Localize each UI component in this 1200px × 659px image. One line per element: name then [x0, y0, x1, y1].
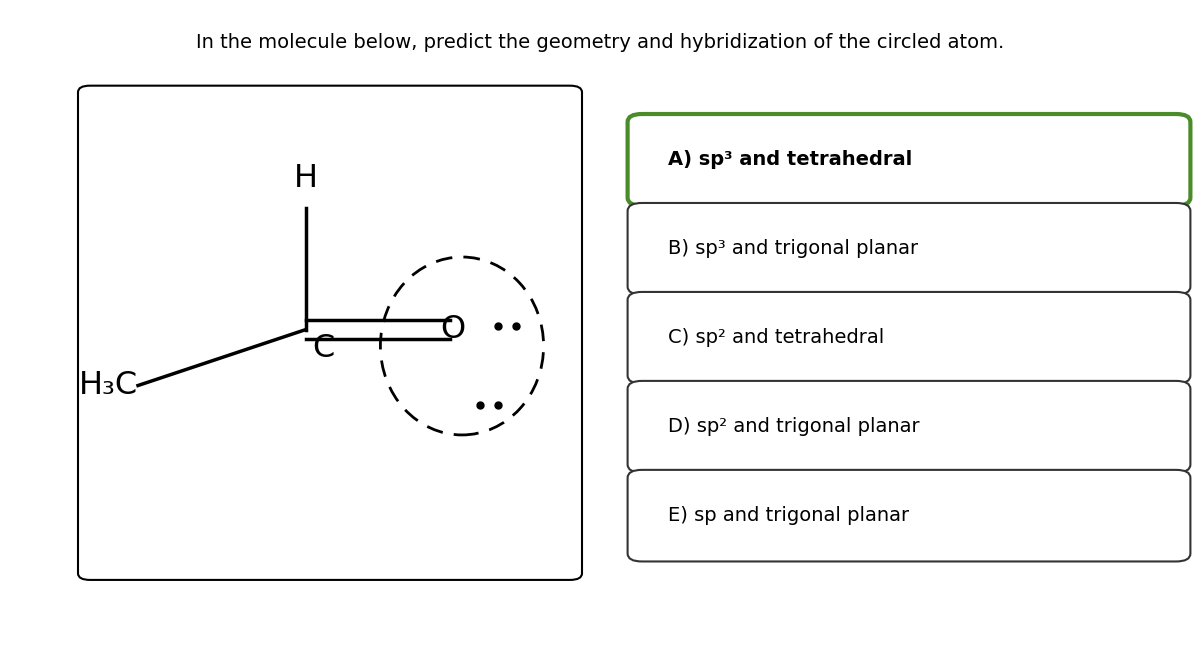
- FancyBboxPatch shape: [628, 114, 1190, 206]
- Text: C: C: [312, 333, 335, 364]
- FancyBboxPatch shape: [628, 470, 1190, 561]
- FancyBboxPatch shape: [628, 203, 1190, 295]
- Text: In the molecule below, predict the geometry and hybridization of the circled ato: In the molecule below, predict the geome…: [196, 34, 1004, 52]
- Text: B) sp³ and trigonal planar: B) sp³ and trigonal planar: [668, 239, 918, 258]
- Text: A) sp³ and tetrahedral: A) sp³ and tetrahedral: [668, 150, 913, 169]
- FancyBboxPatch shape: [628, 381, 1190, 473]
- Text: H₃C: H₃C: [79, 370, 138, 401]
- Text: H: H: [294, 163, 318, 194]
- Text: C) sp² and tetrahedral: C) sp² and tetrahedral: [668, 328, 884, 347]
- Text: D) sp² and trigonal planar: D) sp² and trigonal planar: [668, 417, 920, 436]
- FancyBboxPatch shape: [628, 292, 1190, 384]
- FancyBboxPatch shape: [78, 86, 582, 580]
- Text: O: O: [440, 314, 464, 345]
- Text: E) sp and trigonal planar: E) sp and trigonal planar: [668, 506, 910, 525]
